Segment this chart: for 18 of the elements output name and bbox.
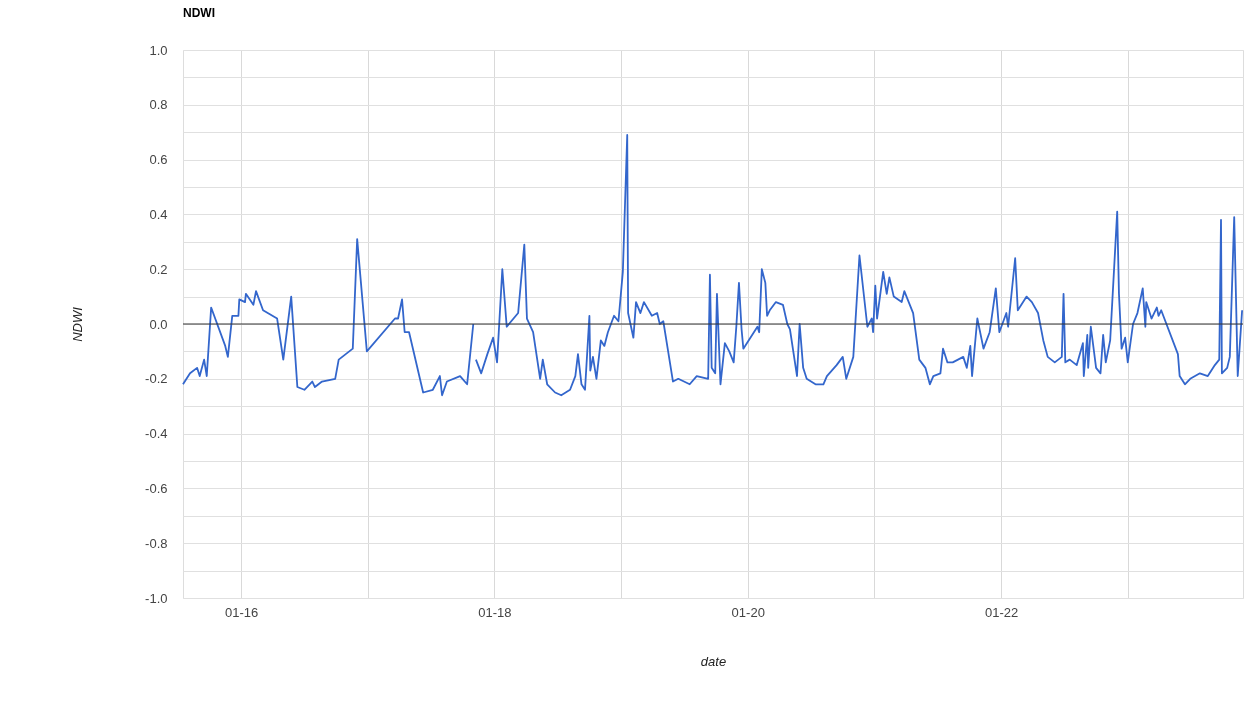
y-tick-label: -0.4: [145, 426, 168, 442]
y-tick-label: 0.8: [149, 97, 168, 113]
y-tick-label: -0.6: [145, 480, 168, 496]
y-tick-label: 1.0: [149, 42, 168, 58]
y-tick-label: 0.0: [149, 316, 168, 332]
x-axis-title: date: [700, 653, 727, 669]
y-tick-label: -1.0: [145, 590, 168, 606]
x-tick-label: 01-22: [984, 604, 1019, 620]
y-tick-label: 0.4: [149, 206, 168, 222]
x-tick-label: 01-18: [478, 604, 512, 620]
y-tick-label: 0.2: [149, 261, 168, 277]
chart-title: NDWI: [183, 6, 215, 20]
x-tick-label: 01-16: [224, 604, 259, 620]
y-tick-label: -0.2: [145, 371, 168, 387]
x-tick-label: 01-20: [731, 604, 765, 620]
y-tick-label: -0.8: [145, 535, 168, 551]
y-axis-title: NDWI: [70, 306, 86, 342]
y-tick-label: 0.6: [149, 152, 168, 168]
